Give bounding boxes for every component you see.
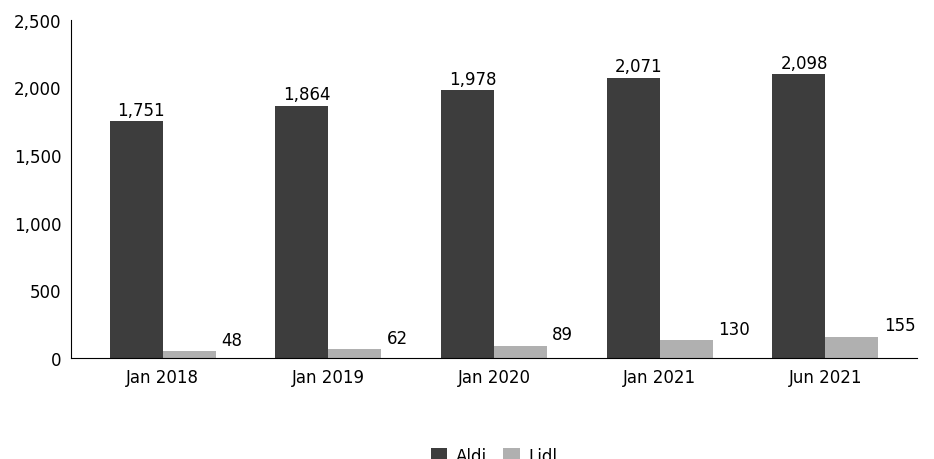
Bar bbox=[772, 75, 826, 358]
Text: 89: 89 bbox=[552, 325, 573, 344]
Text: 1,978: 1,978 bbox=[449, 71, 496, 89]
Bar bbox=[826, 337, 878, 358]
Text: 130: 130 bbox=[718, 320, 750, 338]
Bar bbox=[163, 352, 216, 358]
Bar bbox=[328, 350, 381, 358]
Text: 62: 62 bbox=[387, 329, 408, 347]
Text: 1,751: 1,751 bbox=[118, 101, 165, 119]
Legend: Aldi, Lidl: Aldi, Lidl bbox=[424, 441, 564, 459]
Text: 48: 48 bbox=[221, 331, 242, 349]
Bar bbox=[109, 122, 163, 358]
Bar bbox=[659, 341, 713, 358]
Text: 2,071: 2,071 bbox=[615, 58, 662, 76]
Text: 1,864: 1,864 bbox=[283, 86, 331, 104]
Bar bbox=[441, 91, 494, 358]
Text: 155: 155 bbox=[884, 317, 915, 335]
Bar bbox=[276, 106, 328, 358]
Text: 2,098: 2,098 bbox=[780, 55, 828, 73]
Bar bbox=[494, 346, 547, 358]
Bar bbox=[607, 78, 659, 358]
